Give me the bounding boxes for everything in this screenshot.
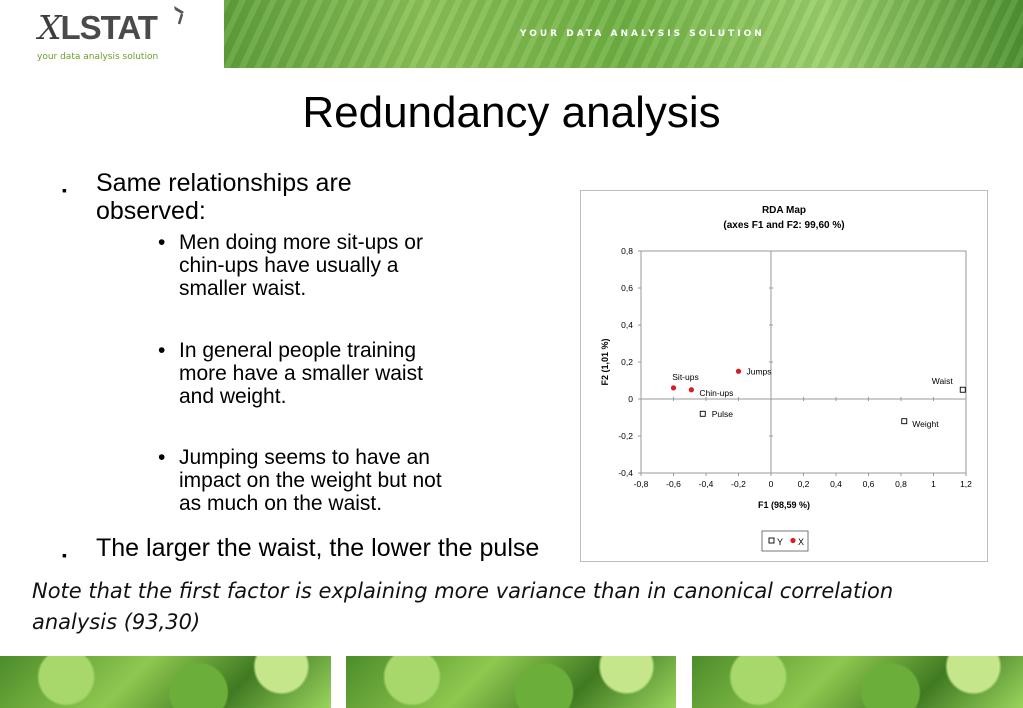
x-tick-label: 0,2 bbox=[798, 479, 810, 489]
sub-bullet-line: impact on the weight but not bbox=[179, 469, 442, 492]
sub-bullet-line: Jumping seems to have an bbox=[179, 446, 430, 469]
x-axis-label: F1 (98,59 %) bbox=[758, 500, 810, 510]
data-label-sit-ups: Sit-ups bbox=[672, 372, 698, 382]
xlstat-logo: XLSTAT your data analysis solution bbox=[0, 0, 222, 68]
rda-map-svg: RDA Map (axes F1 and F2: 99,60 %) -0,8 -0… bbox=[580, 190, 988, 562]
footer-leaf-image bbox=[346, 656, 676, 708]
logo-text: LSTAT bbox=[60, 9, 158, 46]
data-label-pulse: Pulse bbox=[712, 409, 734, 419]
x-tick-label: 1,2 bbox=[960, 479, 972, 489]
sub-bullet-line: chin-ups have usually a bbox=[179, 254, 399, 277]
data-point-chin-ups bbox=[688, 387, 694, 393]
footer-leaf-image bbox=[0, 656, 331, 708]
sub-bullet-line: as much on the waist. bbox=[179, 492, 383, 515]
y-tick-label: 0,4 bbox=[621, 320, 633, 330]
data-point-pulse bbox=[699, 410, 706, 417]
x-tick-label: -0,8 bbox=[634, 479, 649, 489]
legend-label-y: Y bbox=[777, 537, 783, 547]
logo-wordmark: XLSTAT bbox=[38, 8, 158, 47]
y-axis-label: F2 (1,01 %) bbox=[600, 338, 610, 385]
legend-box bbox=[761, 530, 809, 552]
data-label-chin-ups: Chin-ups bbox=[699, 388, 733, 398]
slide-header: XLSTAT your data analysis solution YOUR … bbox=[0, 0, 1023, 68]
sub-bullet-line: In general people training bbox=[179, 339, 417, 362]
sub-bullet-line: smaller waist. bbox=[179, 277, 307, 300]
logo-x: X bbox=[38, 8, 61, 47]
y-tick-label: 0,8 bbox=[621, 246, 633, 256]
x-tick-label: 0,4 bbox=[830, 479, 842, 489]
logo-tagline: your data analysis solution bbox=[37, 52, 159, 62]
x-tick-label: 0,8 bbox=[895, 479, 907, 489]
rda-map-chart: RDA Map (axes F1 and F2: 99,60 %) -0,8 -0… bbox=[580, 190, 988, 562]
chart-legend: Y X bbox=[761, 530, 809, 552]
data-point-sit-ups bbox=[670, 385, 677, 391]
slide-title: Redundancy analysis bbox=[302, 88, 721, 137]
slide-note: Note that the first factor is explaining… bbox=[32, 579, 894, 634]
chart-subtitle: (axes F1 and F2: 99,60 %) bbox=[723, 220, 844, 231]
data-point-jumps bbox=[735, 368, 742, 374]
footer-leaf-image bbox=[692, 656, 1023, 708]
data-label-weight: Weight bbox=[912, 419, 939, 429]
footer-banner bbox=[0, 656, 1023, 708]
data-label-waist: Waist bbox=[932, 376, 954, 386]
x-tick-label: -0,2 bbox=[731, 479, 746, 489]
logo-arrow-icon bbox=[174, 6, 184, 25]
legend-label-x: X bbox=[798, 537, 804, 547]
data-label-jumps: Jumps bbox=[747, 366, 772, 376]
x-tick-label: 1 bbox=[931, 479, 936, 489]
sub-bullet-line: and weight. bbox=[179, 385, 287, 408]
sub-bullet-marker: • bbox=[158, 339, 166, 362]
y-tick-label: 0,2 bbox=[621, 357, 633, 367]
sub-bullet-line: more have a smaller waist bbox=[179, 362, 423, 385]
sub-bullet-line: Men doing more sit-ups or bbox=[179, 231, 423, 254]
data-point-weight bbox=[901, 418, 908, 425]
x-tick-label: 0 bbox=[769, 479, 774, 489]
bullet-line: The larger the waist, the lower the puls… bbox=[96, 534, 540, 562]
chart-title: RDA Map bbox=[762, 205, 806, 216]
bullet-marker: ▪ bbox=[62, 182, 67, 198]
x-tick-label: 0,6 bbox=[863, 479, 875, 489]
x-tick-label: -0,6 bbox=[666, 479, 681, 489]
legend-square-marker bbox=[768, 537, 775, 544]
y-tick-label: -0,2 bbox=[618, 431, 633, 441]
y-tick-label: 0 bbox=[628, 394, 633, 404]
data-point-waist bbox=[959, 386, 966, 393]
sub-bullet-marker: • bbox=[158, 231, 166, 254]
header-banner: YOUR DATA ANALYSIS SOLUTION bbox=[224, 0, 1023, 68]
banner-text: YOUR DATA ANALYSIS SOLUTION bbox=[520, 29, 765, 39]
axes-layer: -0,8 -0,6 -0,4 -0,2 0 0,2 0,4 0,6 0,8 1 1,2 0,8 0,6 0… bbox=[618, 246, 972, 489]
x-tick-label: -0,4 bbox=[699, 479, 714, 489]
bullet-line: observed: bbox=[96, 197, 206, 225]
sub-bullet-marker: • bbox=[158, 446, 166, 469]
chart-frame bbox=[580, 190, 988, 562]
legend-circle-marker bbox=[790, 537, 796, 544]
bullet-line: Same relationships are bbox=[96, 169, 352, 197]
bullet-marker: ▪ bbox=[62, 547, 67, 563]
y-tick-label: 0,6 bbox=[621, 283, 633, 293]
y-tick-label: -0,4 bbox=[618, 468, 633, 478]
